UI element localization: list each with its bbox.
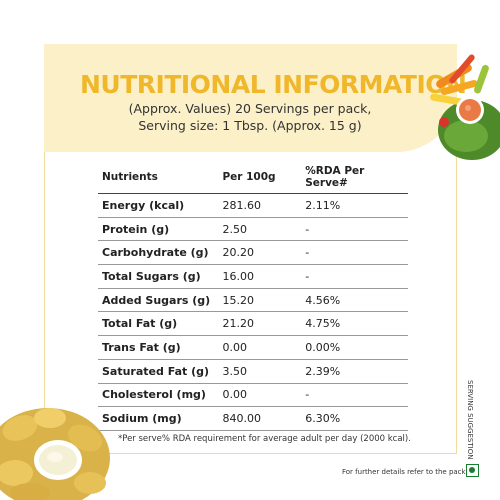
column-header-rda: %RDA Per Serve# — [301, 160, 408, 194]
nutrient-name: Cholesterol (mg) — [98, 383, 219, 408]
nutrition-table: Nutrients Per 100g %RDA Per Serve# Energ… — [98, 160, 408, 431]
rda-value: - — [301, 383, 408, 408]
table-header-row: Nutrients Per 100g %RDA Per Serve# — [98, 160, 408, 194]
nutrient-name: Trans Fat (g) — [98, 335, 219, 360]
table-row: Sodium (mg) 840.00 6.30% — [98, 406, 408, 431]
nutrient-name: Carbohydrate (g) — [98, 240, 219, 266]
nutrient-name: Energy (kcal) — [98, 193, 219, 218]
chips-dip-image — [0, 408, 110, 500]
table-row: Carbohydrate (g) 20.20 - — [98, 240, 408, 266]
per-100g-value: 2.50 — [218, 217, 302, 242]
table-row: Total Sugars (g) 16.00 - — [98, 264, 408, 289]
table-row: Added Sugars (g) 15.20 4.56% — [98, 288, 408, 313]
table-row: Protein (g) 2.50 - — [98, 217, 408, 242]
per-100g-value: 16.00 — [218, 264, 302, 289]
serving-line-1: (Approx. Values) 20 Servings per pack, — [128, 101, 372, 116]
per-100g-value: 281.60 — [218, 193, 302, 218]
rda-value: 4.56% — [301, 288, 408, 313]
header-background — [44, 44, 457, 152]
nutrient-name: Added Sugars (g) — [98, 288, 219, 313]
per-100g-value: 3.50 — [218, 359, 302, 384]
rda-value: 4.75% — [301, 311, 408, 337]
column-header-per-100g: Per 100g — [218, 160, 302, 194]
serving-line-2: Serving size: 1 Tbsp. (Approx. 15 g) — [138, 118, 362, 133]
table-row: Total Fat (g) 21.20 4.75% — [98, 311, 408, 337]
column-header-nutrients: Nutrients — [98, 160, 219, 194]
rda-value: 2.39% — [301, 359, 408, 384]
rda-value: 6.30% — [301, 406, 408, 431]
per-100g-value: 840.00 — [218, 406, 302, 431]
rda-value: - — [301, 264, 408, 289]
vegetable-bowl-image — [430, 54, 500, 160]
rda-value: 2.11% — [301, 193, 408, 218]
nutrient-name: Total Sugars (g) — [98, 264, 219, 289]
table-row: Trans Fat (g) 0.00 0.00% — [98, 335, 408, 360]
table-row: Cholesterol (mg) 0.00 - — [98, 383, 408, 408]
per-100g-value: 20.20 — [218, 240, 302, 266]
nutrient-name: Sodium (mg) — [98, 406, 219, 431]
per-100g-value: 21.20 — [218, 311, 302, 337]
per-100g-value: 0.00 — [218, 335, 302, 360]
per-100g-value: 15.20 — [218, 288, 302, 313]
details-note: For further details refer to the pack. — [342, 468, 468, 476]
veg-symbol-icon — [466, 464, 479, 477]
page-title: NUTRITIONAL INFORMATION — [80, 70, 467, 99]
nutrient-name: Saturated Fat (g) — [98, 359, 219, 384]
nutrient-name: Protein (g) — [98, 217, 219, 242]
per-100g-value: 0.00 — [218, 383, 302, 408]
table-row: Energy (kcal) 281.60 2.11% — [98, 193, 408, 218]
rda-value: - — [301, 217, 408, 242]
rda-footnote: *Per serve% RDA requirement for average … — [118, 434, 411, 444]
nutrient-name: Total Fat (g) — [98, 311, 219, 337]
serving-info: (Approx. Values) 20 Servings per pack, S… — [90, 100, 410, 134]
serving-suggestion-label: SERVING SUGGESTION — [466, 380, 474, 460]
rda-value: 0.00% — [301, 335, 408, 360]
rda-value: - — [301, 240, 408, 266]
table-row: Saturated Fat (g) 3.50 2.39% — [98, 359, 408, 384]
